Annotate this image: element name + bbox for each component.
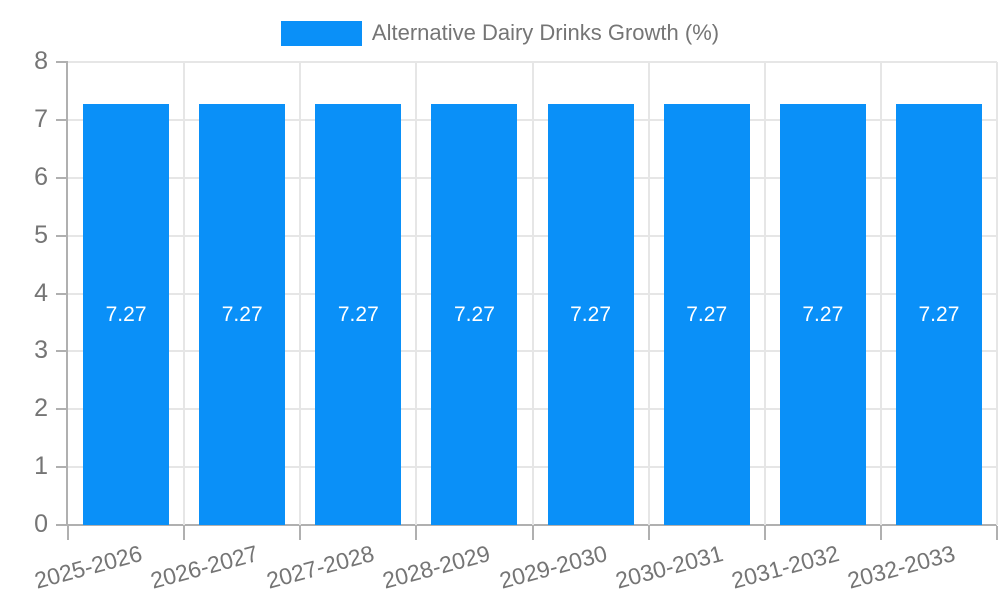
y-axis-label: 4 — [34, 278, 48, 307]
bar-value-label: 7.27 — [802, 302, 844, 326]
x-axis-tick — [647, 526, 650, 540]
vertical-gridline — [996, 62, 998, 525]
bar-value-label: 7.27 — [686, 302, 728, 326]
bar-value-label: 7.27 — [570, 302, 611, 326]
vertical-gridline — [647, 62, 650, 525]
y-axis-tick — [56, 61, 68, 63]
y-axis-tick — [56, 176, 68, 179]
x-axis-label: 2031-2032 — [728, 540, 842, 594]
x-axis-label: 2026-2027 — [147, 540, 261, 594]
y-axis-label: 5 — [34, 220, 48, 249]
y-axis-tick — [56, 292, 68, 295]
y-axis-label: 6 — [34, 162, 48, 191]
vertical-gridline — [879, 62, 882, 525]
y-axis-tick — [56, 524, 68, 526]
legend-label: Alternative Dairy Drinks Growth (%) — [371, 20, 720, 45]
vertical-gridline — [531, 62, 534, 525]
x-axis-tick — [763, 526, 766, 540]
bar[interactable]: 7.27 — [779, 104, 866, 525]
bar[interactable]: 7.27 — [547, 104, 634, 525]
bar-value-label: 7.27 — [221, 302, 263, 326]
x-axis-tick — [531, 526, 534, 540]
x-axis-label: 2030-2031 — [612, 540, 726, 594]
bar[interactable]: 7.27 — [315, 104, 402, 525]
bar-value-label: 7.27 — [454, 302, 495, 326]
bar[interactable]: 7.27 — [431, 104, 518, 525]
vertical-gridline — [415, 62, 418, 525]
bar[interactable]: 7.27 — [663, 104, 750, 525]
y-axis-tick — [56, 466, 68, 469]
x-axis-tick — [879, 526, 882, 540]
x-axis-tick — [299, 526, 302, 540]
y-axis-tick — [56, 408, 68, 411]
x-axis-label: 2025-2026 — [31, 540, 145, 594]
chart-legend[interactable]: Alternative Dairy Drinks Growth (%) — [0, 20, 1000, 46]
legend-swatch — [280, 20, 362, 46]
y-axis-label: 3 — [34, 336, 48, 365]
y-axis-label: 8 — [34, 47, 48, 75]
y-axis-tick — [56, 234, 68, 237]
y-axis-tick — [56, 350, 68, 353]
bar[interactable]: 7.27 — [199, 104, 286, 525]
x-axis-label: 2029-2030 — [496, 540, 610, 594]
bar-value-label: 7.27 — [105, 302, 147, 326]
vertical-gridline — [299, 62, 302, 525]
vertical-gridline — [183, 62, 186, 525]
x-axis-label: 2027-2028 — [264, 540, 378, 594]
x-axis-line — [68, 524, 997, 526]
bar-value-label: 7.27 — [337, 302, 379, 326]
x-axis-tick — [67, 526, 69, 540]
x-axis-tick — [996, 526, 998, 540]
bar-value-label: 7.27 — [918, 302, 960, 326]
x-axis-label: 2028-2029 — [380, 540, 494, 594]
y-axis-label: 2 — [34, 394, 48, 423]
bar[interactable]: 7.27 — [895, 104, 982, 525]
y-axis-label: 0 — [34, 510, 48, 538]
plot-area: 7.27 7.27 7.27 7.27 7.27 7.27 7.27 7.27 — [68, 61, 998, 525]
bar[interactable]: 7.27 — [83, 104, 170, 525]
y-axis-label: 1 — [34, 452, 48, 481]
vertical-gridline — [763, 62, 766, 525]
x-axis-label: 2032-2033 — [844, 540, 958, 594]
y-axis-tick — [56, 118, 68, 121]
x-axis-tick — [415, 526, 418, 540]
y-axis-label: 7 — [34, 104, 48, 133]
x-axis-tick — [183, 526, 186, 540]
